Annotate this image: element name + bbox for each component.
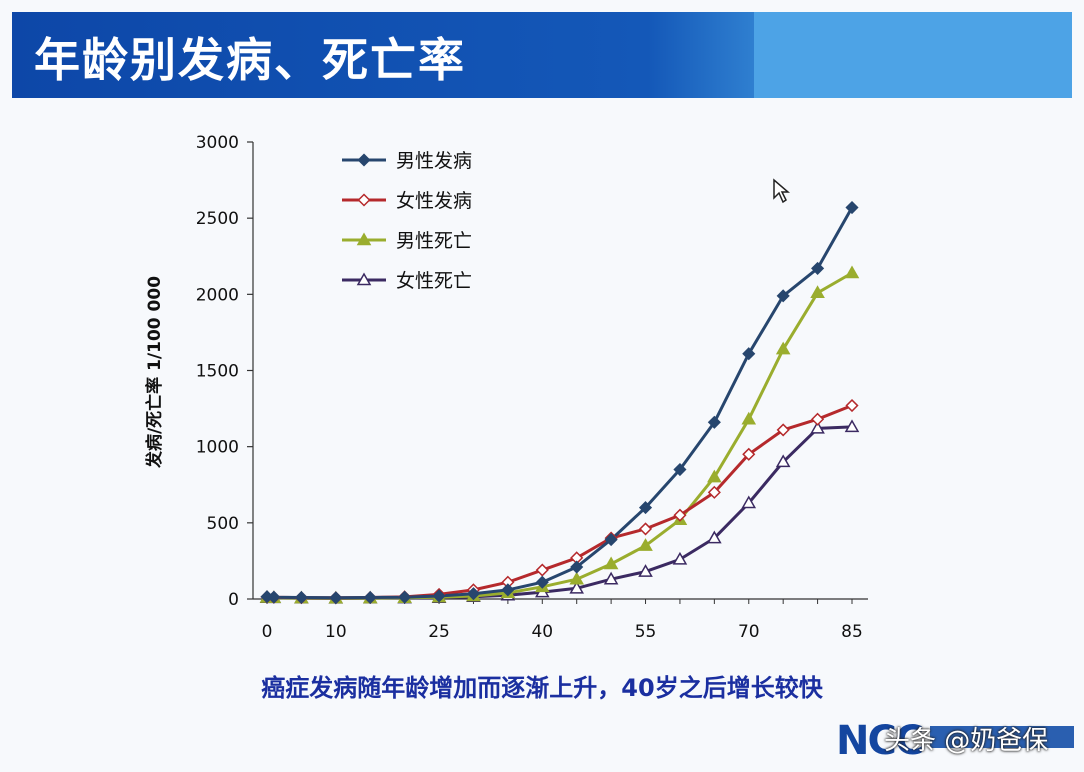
logo-band (930, 726, 1074, 748)
y-tick-label: 2500 (196, 209, 239, 229)
data-point (603, 571, 619, 585)
data-point (638, 522, 653, 536)
title-bar: 年龄别发病、死亡率 (12, 12, 1072, 98)
y-tick-label: 1000 (196, 438, 239, 458)
y-tick-label: 2000 (196, 285, 239, 305)
data-point (603, 556, 619, 570)
legend-marker (357, 153, 371, 167)
y-tick-label: 3000 (196, 133, 239, 153)
data-point (501, 583, 515, 597)
y-tick-label: 500 (207, 514, 239, 534)
x-tick-label: 25 (428, 622, 450, 642)
data-point (672, 551, 688, 565)
data-point (775, 454, 791, 468)
x-tick-label: 55 (635, 622, 657, 642)
data-point (604, 533, 618, 547)
data-point (741, 495, 757, 509)
legend-label: 女性发病 (396, 190, 472, 212)
title-bar-accent (754, 12, 1072, 98)
y-tick-label: 0 (228, 590, 239, 610)
legend-marker (357, 193, 371, 207)
chart-caption: 癌症发病随年龄增加而逐渐上升，40岁之后增长较快 (261, 674, 823, 702)
series-line-2 (266, 404, 853, 600)
data-point (569, 580, 584, 594)
data-point (844, 265, 860, 279)
data-point (363, 590, 377, 605)
series-line-3 (266, 271, 853, 600)
data-point (742, 447, 756, 461)
data-point (398, 590, 412, 604)
page-title: 年龄别发病、死亡率 (34, 33, 466, 87)
x-tick-label: 70 (738, 622, 760, 642)
data-point (294, 590, 308, 605)
y-axis-label: 发病/死亡率 1/100 000 (144, 276, 165, 469)
data-point (569, 571, 584, 585)
data-point (741, 411, 757, 425)
data-point (776, 289, 790, 303)
legend-marker (356, 232, 372, 246)
data-point (535, 575, 549, 589)
ncc-logo: NCC (836, 718, 1076, 764)
series-line-1 (266, 206, 854, 600)
x-tick-label: 40 (531, 622, 553, 642)
mouse-cursor-icon (772, 178, 791, 208)
legend-marker (356, 272, 372, 286)
logo-text: NCC (836, 718, 924, 764)
x-tick-label: 0 (262, 622, 273, 642)
series-line-4 (266, 425, 853, 600)
data-point (742, 347, 756, 361)
data-point (638, 501, 653, 515)
data-point (707, 415, 721, 429)
data-point (329, 591, 343, 605)
y-tick-label: 1500 (196, 362, 239, 382)
data-point (535, 563, 549, 577)
data-point (638, 564, 653, 577)
data-point (776, 423, 790, 437)
legend-label: 男性死亡 (396, 230, 472, 252)
data-point (707, 530, 722, 544)
legend-label: 男性发病 (396, 150, 472, 172)
x-tick-label: 10 (325, 622, 347, 642)
data-point (570, 560, 584, 574)
data-point (432, 589, 446, 603)
watermark: 头条 @奶爸保 (884, 726, 1049, 756)
data-point (810, 420, 825, 434)
data-point (707, 469, 722, 483)
data-point (844, 419, 860, 433)
data-point (811, 412, 825, 426)
data-point (811, 261, 825, 275)
data-point (638, 538, 653, 551)
data-point (707, 485, 721, 499)
x-tick-label: 85 (841, 622, 863, 642)
data-point (466, 587, 481, 601)
data-point (775, 341, 791, 355)
data-point (673, 462, 687, 477)
data-point (673, 508, 687, 522)
data-point (810, 285, 825, 299)
data-point (845, 398, 859, 413)
data-point (845, 200, 859, 215)
data-point (267, 590, 281, 604)
legend-label: 女性死亡 (396, 270, 472, 292)
